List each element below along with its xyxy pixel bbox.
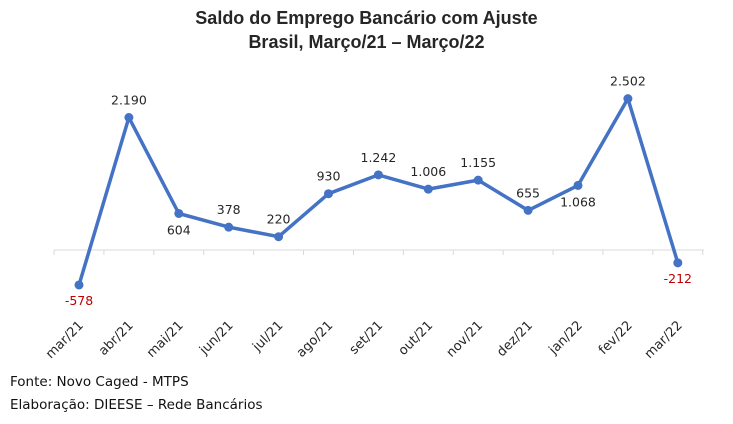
- data-label-nov-21: 1.155: [460, 155, 496, 170]
- source-note: Fonte: Novo Caged - MTPS: [10, 374, 189, 390]
- data-label-set-21: 1.242: [361, 150, 397, 165]
- x-tick-label-nov-21: nov/21: [444, 318, 486, 360]
- data-point-jul-21: [274, 232, 284, 242]
- data-point-mai-21: [174, 208, 184, 218]
- x-tick-label-abr-21: abr/21: [96, 318, 137, 359]
- data-label-mar-22: -212: [664, 271, 692, 286]
- data-label-jun-21: 378: [217, 202, 241, 217]
- x-tick-label-jun-21: jun/21: [196, 318, 236, 358]
- data-point-dez-21: [523, 205, 533, 215]
- x-tick-label-out-21: out/21: [396, 318, 436, 358]
- data-point-mar-22: [673, 258, 683, 268]
- credit-note: Elaboração: DIEESE – Rede Bancários: [10, 397, 263, 413]
- data-label-jan-22: 1.068: [560, 194, 596, 209]
- data-point-abr-21: [124, 113, 134, 123]
- x-tick-label-mai-21: mai/21: [144, 318, 187, 361]
- data-label-mar-21: -578: [65, 293, 93, 308]
- data-label-jul-21: 220: [267, 212, 291, 227]
- x-tick-label-fev-22: fev/22: [596, 318, 636, 358]
- data-point-mar-21: [74, 280, 84, 290]
- data-label-dez-21: 655: [516, 185, 540, 200]
- data-point-jun-21: [224, 222, 234, 232]
- data-point-ago-21: [324, 189, 333, 199]
- data-label-fev-22: 2.502: [610, 74, 646, 89]
- x-tick-label-dez-21: dez/21: [494, 318, 536, 360]
- data-label-out-21: 1.006: [410, 164, 446, 179]
- data-point-nov-21: [473, 175, 483, 185]
- x-tick-label-mar-22: mar/22: [642, 318, 686, 362]
- series-line: [77, 96, 680, 287]
- data-point-jan-22: [573, 180, 583, 190]
- chart-title: Saldo do Emprego Bancário com Ajuste: [195, 8, 538, 28]
- chart-subtitle: Brasil, Março/21 – Março/22: [248, 32, 485, 52]
- data-label-abr-21: 2.190: [111, 93, 147, 108]
- data-label-ago-21: 930: [317, 169, 341, 184]
- data-label-mai-21: 604: [167, 222, 191, 237]
- data-point-set-21: [373, 170, 383, 180]
- x-tick-label-jan-22: jan/22: [546, 318, 586, 358]
- chart-title-block: Saldo do Emprego Bancário com Ajuste Bra…: [0, 6, 733, 54]
- x-tick-label-ago-21: ago/21: [294, 318, 336, 360]
- data-point-fev-22: [623, 94, 633, 104]
- x-tick-label-set-21: set/21: [347, 318, 386, 357]
- x-tick-label-jul-21: jul/21: [249, 318, 286, 355]
- x-tick-label-mar-21: mar/21: [43, 318, 87, 362]
- data-point-out-21: [423, 184, 433, 194]
